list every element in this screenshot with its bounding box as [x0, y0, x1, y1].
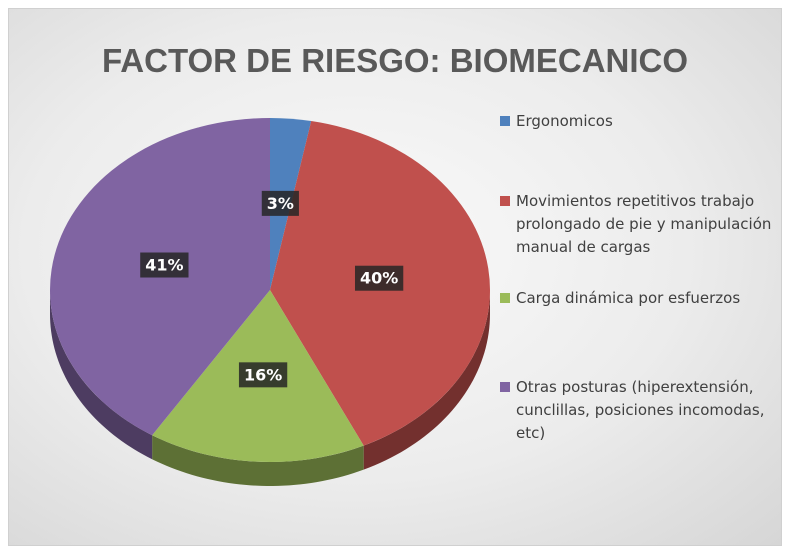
pie-side — [363, 290, 490, 470]
legend-item: Ergonomicos — [500, 110, 785, 133]
legend-item: Carga dinámica por esfuerzos — [500, 287, 785, 310]
pie-side — [50, 290, 153, 460]
legend-label: Carga dinámica por esfuerzos — [516, 289, 741, 307]
chart-title: FACTOR DE RIESGO: BIOMECANICO — [102, 42, 688, 79]
data-label-box — [238, 362, 288, 388]
legend-item: Movimientos repetitivos trabajo prolonga… — [500, 190, 785, 259]
legend-swatch — [500, 116, 510, 126]
data-label-box — [140, 252, 189, 278]
legend-swatch — [500, 293, 510, 303]
data-label: 41% — [145, 256, 183, 275]
data-label: 3% — [267, 194, 294, 213]
legend-label: Ergonomicos — [516, 112, 613, 130]
legend-item: Otras posturas (hiperextensión, cunclill… — [500, 376, 785, 445]
data-label-box — [354, 265, 404, 291]
legend-label: Movimientos repetitivos trabajo prolonga… — [516, 192, 772, 256]
legend-swatch — [500, 196, 510, 206]
data-label: 40% — [360, 269, 398, 288]
legend-swatch — [500, 382, 510, 392]
data-label-box — [261, 190, 299, 216]
data-label: 16% — [244, 365, 282, 384]
legend-label: Otras posturas (hiperextensión, cunclill… — [516, 378, 765, 442]
pie-side — [152, 435, 364, 486]
